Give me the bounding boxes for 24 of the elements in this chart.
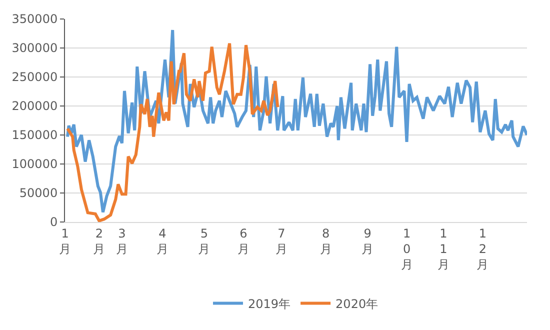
y-tick-label: 150000 <box>12 128 58 142</box>
x-tick-label: 6月 <box>237 226 250 256</box>
y-tick-label: 100000 <box>12 157 58 172</box>
y-tick-label: 0 <box>50 215 58 230</box>
x-tick-label: 12月 <box>476 226 489 272</box>
x-tick-label: 10月 <box>400 226 413 272</box>
legend-label: 2019年 <box>248 296 291 311</box>
y-tick-label: 350000 <box>12 12 58 26</box>
x-tick-label: 1月 <box>59 226 71 256</box>
x-tick-label: 11月 <box>437 226 450 272</box>
x-tick-label: 5月 <box>198 226 210 256</box>
y-tick-label: 300000 <box>12 41 58 56</box>
y-tick-label: 250000 <box>12 70 58 84</box>
x-tick-label: 3月 <box>116 226 128 256</box>
y-tick-label: 50000 <box>19 186 58 200</box>
x-tick-label: 8月 <box>320 226 332 256</box>
y-tick-label: 200000 <box>12 99 58 114</box>
x-tick-label: 2月 <box>93 226 106 256</box>
line-series <box>66 28 527 214</box>
x-tick-label: 9月 <box>362 226 374 256</box>
line-series <box>66 42 280 222</box>
x-tick-label: 7月 <box>275 226 288 256</box>
x-tick-label: 4月 <box>156 226 168 256</box>
legend-label: 2020年 <box>336 296 378 311</box>
